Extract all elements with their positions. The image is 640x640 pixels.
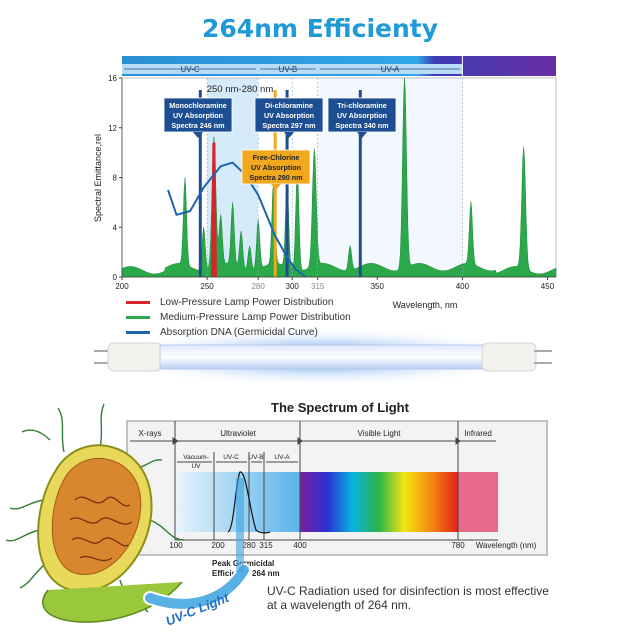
spectrum-tick-label: 100 (169, 541, 183, 550)
caption: UV-C Radiation used for disinfection is … (267, 584, 627, 612)
x-tick-label: 400 (456, 282, 470, 291)
medium-pressure-spectrum (121, 77, 557, 278)
annotation-box-bg (327, 97, 397, 133)
x-tick-label: 300 (286, 282, 300, 291)
spectrum-tick-label: 280 (242, 541, 256, 550)
annotation-text: Monochloramine (169, 101, 227, 110)
spectrum-of-light-chart: X-rays Ultraviolet Visible Light Infrared Va… (126, 420, 548, 578)
x-tick-label: 280 (251, 282, 265, 291)
y-tick-label: 8 (113, 174, 118, 183)
spectrum-tick-label: 780 (451, 541, 465, 550)
annotation-box-bg (241, 149, 311, 185)
annotation-text: UV Absorption (337, 111, 387, 120)
x-tick-label: 250 (200, 282, 214, 291)
page-title: 264nm Efficienty (201, 14, 439, 43)
annotation-text: Free-Chlorine (253, 153, 300, 162)
annotation-box-bg (254, 97, 324, 133)
spectral-emittance-chart: UV-C UV-B UV-A 200 250 280 300 315 350 400 450 0 4 8… (93, 56, 557, 310)
annotation-pointer (284, 132, 294, 138)
medium-pressure-series (121, 77, 557, 278)
region-label: Infrared (464, 429, 492, 438)
sub-region-label: UV-C (223, 454, 239, 461)
annotation-text: Spectra 340 nm (335, 121, 388, 130)
annotation-text: UV Absorption (264, 111, 314, 120)
region-label: X-rays (138, 429, 161, 438)
x-axis-label: Wavelength, nm (393, 300, 458, 310)
dna-absorption-series (167, 161, 307, 278)
vacuum-label-1: Vacuum- (183, 454, 209, 461)
spectrum-x-label: Wavelength (nm) (476, 541, 537, 550)
legend-medium-pressure: Medium-Pressure Lamp Power Distribution (126, 312, 351, 323)
band-label: UV-B (279, 65, 298, 74)
region-label: Visible Light (358, 429, 402, 438)
annotation-text: Spectra 297 nm (262, 121, 315, 130)
spectrum-title: The Spectrum of Light (271, 400, 409, 415)
highlight-range-label: 250 nm-280 nm (207, 84, 274, 95)
annotation-text: UV Absorption (173, 111, 223, 120)
legend-low-pressure: Low-Pressure Lamp Power Distribution (126, 297, 333, 308)
y-axis-label: Spectral Emittance,rel (93, 134, 103, 222)
y-tick-label: 12 (108, 124, 117, 133)
band-label: UV-A (381, 65, 400, 74)
annotation-text: Di-chloramine (265, 101, 313, 110)
annotation-pointer (193, 132, 203, 138)
caption-line-1: UV-C Radiation used for disinfection is … (267, 584, 549, 598)
dna-absorption-curve (167, 161, 307, 278)
caption-line-2: at a wavelength of 264 nm. (267, 598, 412, 612)
band-label: UV-C (181, 65, 200, 74)
y-tick-label: 0 (113, 273, 118, 282)
annotation-box-bg (163, 97, 233, 133)
x-tick-label: 350 (371, 282, 385, 291)
sub-region-label: UV-A (274, 454, 290, 461)
bacterium-illustration: UV-C Light (5, 403, 251, 629)
annotation-text: Tri-chloramine (337, 101, 387, 110)
y-tick-label: 4 (113, 223, 118, 232)
uv-lamp-illustration (94, 327, 552, 387)
vacuum-label-2: UV (191, 463, 201, 470)
x-tick-label: 200 (115, 282, 129, 291)
legend-dna-absorption: Absorption DNA (Germicidal Curve) (126, 327, 318, 338)
annotation-text: Spectra 290 nm (249, 173, 302, 182)
sub-region-label: UV-B (248, 454, 263, 461)
region-label: Ultraviolet (220, 429, 256, 438)
annotation-pointer (271, 184, 281, 190)
annotation-text: Spectra 246 nm (171, 121, 224, 130)
annotation-pointer (357, 132, 367, 138)
spectrum-tick-label: 200 (211, 541, 225, 550)
x-tick-label: 315 (311, 282, 325, 291)
y-tick-label: 16 (108, 74, 117, 83)
annotation-text: UV Absorption (251, 163, 301, 172)
x-tick-label: 450 (541, 282, 555, 291)
spectrum-tick-label: 315 (259, 541, 273, 550)
spectrum-tick-label: 400 (293, 541, 307, 550)
